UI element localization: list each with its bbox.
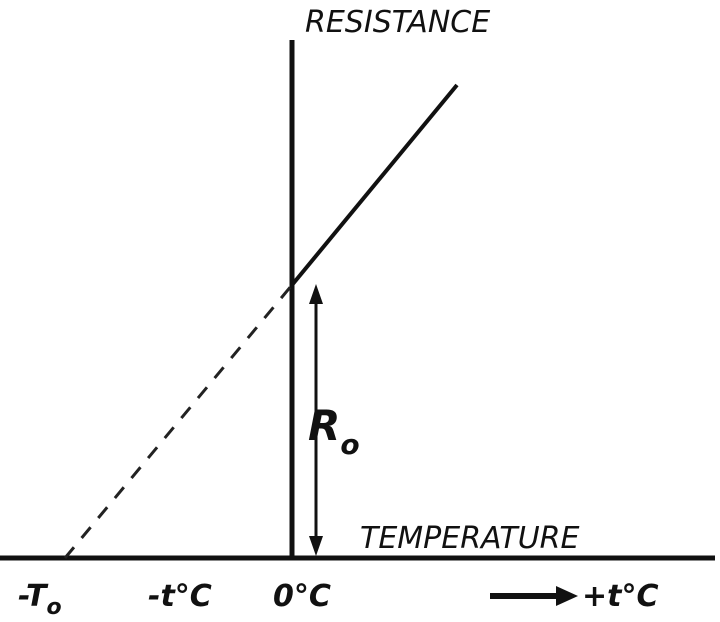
x-label: +t°C	[582, 579, 659, 614]
direction-arrow-head	[556, 586, 578, 606]
arrow-head-up	[309, 284, 323, 304]
x-label: 0°C	[273, 579, 331, 614]
extrapolation-line	[63, 284, 294, 559]
x-label-main: -T	[18, 579, 49, 614]
x-label-subscript: o	[47, 595, 62, 620]
resistance-line	[290, 83, 459, 287]
r0-subscript: o	[340, 428, 359, 461]
vertical-axis-label: RESISTANCE	[305, 5, 490, 40]
arrow-head-down	[309, 536, 323, 556]
r0-label: Ro	[308, 401, 360, 461]
x-label: -t°C	[148, 579, 212, 614]
r0-main: R	[308, 401, 340, 450]
horizontal-axis-label: TEMPERATURE	[360, 521, 580, 556]
x-label: -To	[18, 579, 62, 620]
